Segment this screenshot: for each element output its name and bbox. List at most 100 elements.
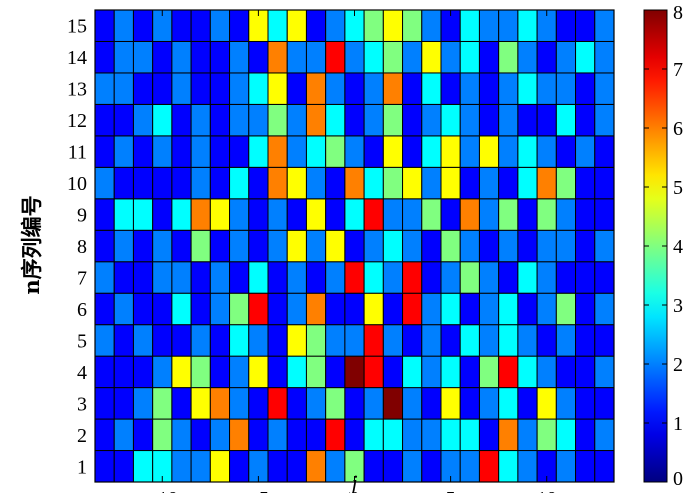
heatmap-cell	[94, 198, 115, 231]
heatmap-cell	[190, 355, 211, 389]
heatmap-cell	[594, 103, 615, 137]
y-tick-label: 6	[77, 299, 87, 321]
heatmap-cell	[229, 387, 250, 420]
heatmap-cell	[517, 387, 538, 420]
heatmap-cell	[498, 324, 519, 357]
y-tick-label: 1	[77, 456, 87, 478]
heatmap-cell	[440, 261, 461, 294]
x-tick-label: −10	[147, 488, 178, 493]
heatmap-cell	[555, 355, 577, 389]
heatmap-cell	[190, 261, 211, 294]
heatmap-cell	[113, 387, 134, 420]
heatmap-cell	[171, 261, 192, 294]
heatmap-cell	[575, 135, 596, 168]
heatmap-cell	[594, 72, 615, 105]
heatmap-cell	[536, 198, 557, 231]
heatmap-cell	[325, 324, 346, 357]
heatmap-cell	[344, 324, 365, 357]
heatmap-cell	[132, 292, 154, 326]
heatmap-cell	[363, 198, 384, 231]
heatmap-cell	[440, 292, 461, 326]
heatmap-cell	[305, 72, 327, 105]
heatmap-cell	[248, 198, 269, 231]
x-axis-ticks: −10 −5 0 5 10	[147, 10, 557, 493]
heatmap-cell	[382, 72, 404, 105]
heatmap-cell	[248, 229, 269, 263]
heatmap-cell	[344, 72, 365, 105]
heatmap-cell	[421, 72, 442, 105]
heatmap-cell	[132, 229, 154, 263]
heatmap-cell	[517, 103, 538, 137]
heatmap-cell	[517, 72, 538, 105]
x-tick-label: 5	[446, 488, 456, 493]
heatmap-cell	[478, 40, 500, 74]
heatmap-cell	[363, 261, 384, 294]
heatmap-cell	[344, 103, 365, 137]
heatmap-cell	[229, 229, 250, 263]
heatmap-cell	[555, 9, 577, 42]
heatmap-cell	[517, 166, 538, 200]
y-axis-label-wrap: n序列编号	[19, 195, 44, 294]
heatmap-cell	[267, 418, 288, 452]
heatmap-cell	[267, 40, 288, 74]
heatmap-cell	[190, 103, 211, 137]
heatmap-cell	[575, 387, 596, 420]
heatmap-cell	[421, 450, 442, 483]
heatmap-cell	[421, 103, 442, 137]
heatmap-cell	[382, 103, 404, 137]
heatmap-cell	[325, 9, 346, 42]
heatmap-cell	[459, 292, 480, 326]
heatmap-cell	[94, 450, 115, 483]
heatmap-cell	[267, 324, 288, 357]
colorbar-tick-label: 6	[673, 118, 683, 140]
heatmap-cell	[575, 450, 596, 483]
heatmap-cell	[344, 40, 365, 74]
heatmap-cell	[113, 40, 134, 74]
heatmap-cell	[440, 355, 461, 389]
heatmap-cell	[575, 261, 596, 294]
heatmap-cell	[440, 324, 461, 357]
heatmap-cell	[113, 72, 134, 105]
heatmap-cell	[575, 355, 596, 389]
heatmap-cell	[267, 261, 288, 294]
heatmap-cell	[305, 40, 327, 74]
heatmap-cell	[171, 72, 192, 105]
heatmap-cell	[286, 261, 307, 294]
heatmap-cell	[286, 135, 307, 168]
heatmap-cell	[363, 450, 384, 483]
heatmap-cell	[152, 418, 173, 452]
heatmap-cell	[344, 229, 365, 263]
heatmap-cell	[478, 135, 500, 168]
heatmap-cell	[132, 450, 154, 483]
heatmap-cell	[94, 324, 115, 357]
y-tick-label: 4	[77, 362, 87, 384]
heatmap-cell	[344, 261, 365, 294]
heatmap-cell	[594, 324, 615, 357]
heatmap-cell	[402, 292, 423, 326]
heatmap-cells	[94, 9, 615, 483]
heatmap-cell	[94, 229, 115, 263]
heatmap-cell	[209, 135, 231, 168]
heatmap-cell	[325, 387, 346, 420]
heatmap-cell	[594, 450, 615, 483]
heatmap-cell	[171, 9, 192, 42]
heatmap-cell	[94, 9, 115, 42]
heatmap-cell	[325, 450, 346, 483]
heatmap-cell	[344, 135, 365, 168]
heatmap-cell	[94, 387, 115, 420]
heatmap-cell	[421, 355, 442, 389]
heatmap-cell	[305, 418, 327, 452]
heatmap-cell	[498, 103, 519, 137]
heatmap-cell	[229, 418, 250, 452]
heatmap-cell	[344, 166, 365, 200]
heatmap-cell	[421, 9, 442, 42]
heatmap-cell	[132, 418, 154, 452]
heatmap-cell	[94, 166, 115, 200]
heatmap-cell	[575, 198, 596, 231]
x-tick-label: −5	[248, 488, 269, 493]
heatmap-cell	[132, 135, 154, 168]
heatmap-cell	[209, 229, 231, 263]
heatmap-cell	[344, 418, 365, 452]
heatmap-cell	[229, 292, 250, 326]
heatmap-cell	[363, 418, 384, 452]
